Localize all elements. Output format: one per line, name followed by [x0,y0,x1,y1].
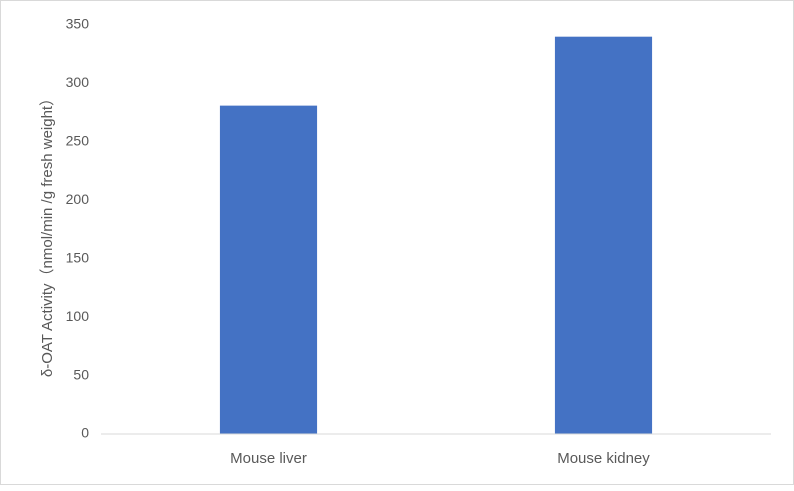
bars [219,36,653,434]
x-tick-label: Mouse kidney [557,450,650,467]
y-tick-label: 100 [66,308,90,324]
y-tick-label: 150 [66,249,90,265]
y-tick-label: 0 [81,425,89,441]
y-tick-label: 300 [66,74,90,90]
bar [219,105,318,434]
y-tick-label: 200 [66,191,90,207]
y-axis-label: δ-OAT Activity（nmol/min /g fresh weight） [39,91,56,377]
x-tick-label: Mouse liver [230,450,307,467]
y-axis-ticks: 0 50 100 150 200 250 300 350 [66,16,90,441]
y-tick-label: 350 [66,16,90,32]
x-axis-labels: Mouse liver Mouse kidney [230,450,650,467]
y-tick-label: 50 [73,366,89,382]
bar [554,36,653,434]
y-tick-label: 250 [66,133,90,149]
